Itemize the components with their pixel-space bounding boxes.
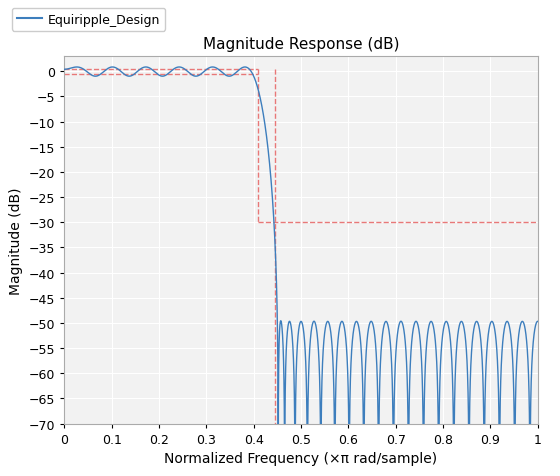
Equiripple_Design (467, 375, 474, 381)
Line: Equiripple_Design: Equiripple_Design (64, 68, 538, 476)
Equiripple_Design (142, 65, 149, 70)
Equiripple_Design (365, 330, 371, 336)
Y-axis label: Magnitude (dB): Magnitude (dB) (10, 187, 24, 294)
Title: Magnitude Response (dB): Magnitude Response (dB) (203, 37, 399, 52)
X-axis label: Normalized Frequency (×π rad/sample): Normalized Frequency (×π rad/sample) (165, 451, 437, 465)
Equiripple_Design (350, 329, 357, 335)
Equiripple_Design (534, 319, 541, 325)
Equiripple_Design (61, 67, 68, 73)
Legend: Equiripple_Design: Equiripple_Design (12, 9, 165, 31)
Equiripple_Design (120, 72, 127, 78)
Equiripple_Design (201, 69, 208, 75)
Equiripple_Design (441, 324, 447, 329)
